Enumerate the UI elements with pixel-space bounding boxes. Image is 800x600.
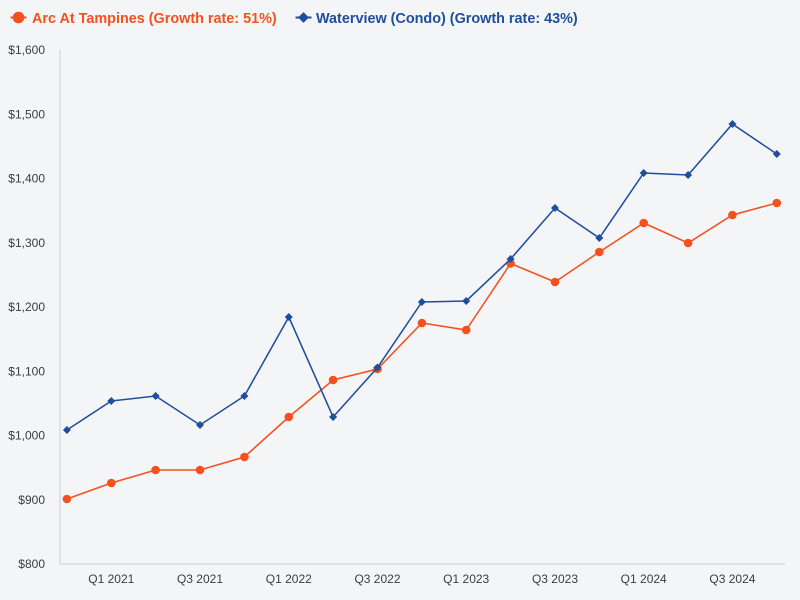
svg-text:$800: $800 bbox=[18, 557, 45, 571]
svg-text:$900: $900 bbox=[18, 493, 45, 507]
svg-text:Q3 2024: Q3 2024 bbox=[709, 572, 755, 586]
svg-text:$1,300: $1,300 bbox=[8, 236, 45, 250]
svg-text:$1,000: $1,000 bbox=[8, 429, 45, 443]
svg-text:Q1 2021: Q1 2021 bbox=[88, 572, 134, 586]
svg-text:Q3 2022: Q3 2022 bbox=[354, 572, 400, 586]
svg-text:$1,100: $1,100 bbox=[8, 364, 45, 378]
svg-text:Waterview (Condo) (Growth rate: Waterview (Condo) (Growth rate: 43%) bbox=[316, 11, 578, 27]
svg-text:$1,400: $1,400 bbox=[8, 172, 45, 186]
svg-text:$1,600: $1,600 bbox=[8, 43, 45, 57]
svg-text:Q1 2023: Q1 2023 bbox=[443, 572, 489, 586]
svg-text:Q3 2021: Q3 2021 bbox=[177, 572, 223, 586]
svg-text:$1,200: $1,200 bbox=[8, 300, 45, 314]
svg-text:$1,500: $1,500 bbox=[8, 108, 45, 122]
svg-text:Q3 2023: Q3 2023 bbox=[532, 572, 578, 586]
svg-text:Q1 2022: Q1 2022 bbox=[266, 572, 312, 586]
svg-text:Q1 2024: Q1 2024 bbox=[621, 572, 667, 586]
svg-text:Arc At Tampines (Growth rate:: Arc At Tampines (Growth rate: 51%) bbox=[32, 11, 277, 27]
